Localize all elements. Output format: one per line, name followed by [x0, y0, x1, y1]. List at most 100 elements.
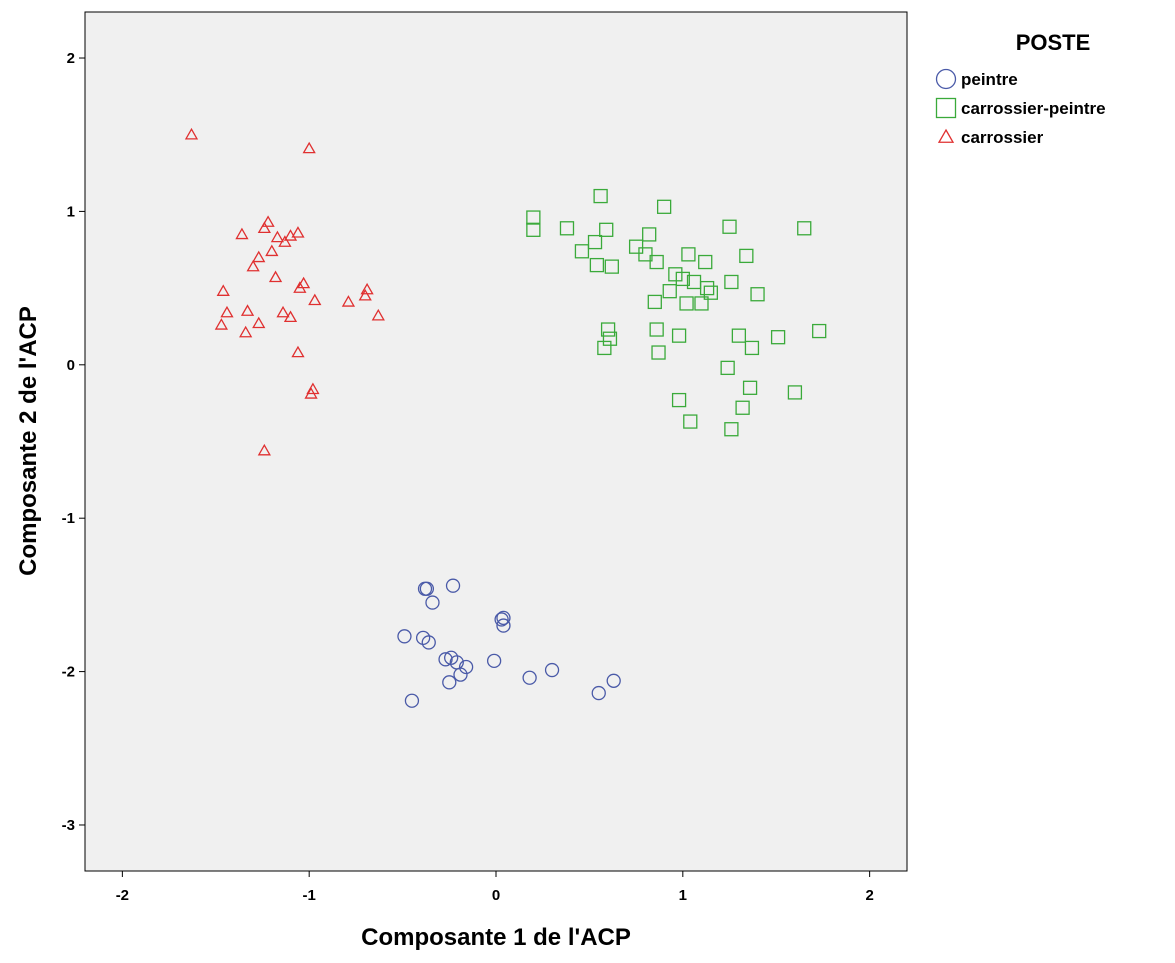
- data-point: [698, 254, 713, 270]
- x-axis: -2 -1 0 1 2: [116, 871, 874, 904]
- data-point: [589, 257, 605, 273]
- data-point: [252, 316, 266, 329]
- data-point: [220, 305, 234, 318]
- data-point: [526, 210, 541, 225]
- data-point: [358, 288, 372, 301]
- data-point: [587, 234, 603, 250]
- data-point: [304, 387, 318, 399]
- data-point: [739, 248, 754, 264]
- data-point: [602, 331, 618, 346]
- data-point: [787, 385, 803, 400]
- data-point: [812, 323, 827, 339]
- data-point: [371, 308, 385, 321]
- data-point: [425, 595, 440, 610]
- data-point: [296, 276, 311, 289]
- data-point: [257, 443, 271, 456]
- y-tick-label: -3: [62, 817, 75, 834]
- data-point: [239, 325, 253, 338]
- data-point: [496, 618, 511, 633]
- data-point: [291, 226, 305, 238]
- data-point: [421, 635, 436, 650]
- data-point: [606, 673, 621, 688]
- data-point: [265, 244, 279, 257]
- data-point: [699, 280, 715, 296]
- data-point: [283, 310, 298, 323]
- data-point: [724, 274, 739, 290]
- x-tick-label: 2: [865, 887, 873, 904]
- data-point: [214, 318, 228, 330]
- legend-marker-circle: [935, 68, 957, 90]
- x-tick-label: 0: [492, 887, 500, 904]
- data-point: [675, 271, 690, 287]
- y-tick-label: 0: [67, 357, 75, 374]
- data-point: [184, 127, 199, 140]
- data-point: [306, 382, 320, 395]
- data-point: [694, 296, 709, 311]
- data-point: [591, 685, 606, 701]
- data-point: [679, 296, 694, 311]
- data-point: [522, 670, 537, 685]
- x-tick-label: -1: [303, 887, 316, 904]
- data-point: [642, 227, 657, 242]
- data-point: [742, 380, 758, 395]
- data-point: [735, 400, 750, 415]
- data-point: [240, 304, 255, 316]
- data-point: [656, 199, 672, 214]
- data-point: [270, 230, 285, 243]
- data-point: [252, 250, 266, 263]
- x-tick-label: -2: [116, 887, 129, 904]
- data-point: [442, 675, 457, 690]
- data-point: [276, 305, 290, 318]
- data-point: [604, 259, 619, 274]
- data-point: [722, 219, 737, 234]
- data-point: [647, 294, 662, 310]
- x-axis-title: Composante 1 de l'ACP: [361, 924, 631, 951]
- data-point: [744, 340, 760, 356]
- data-point: [703, 285, 718, 300]
- data-point: [216, 284, 230, 296]
- data-point: [302, 141, 316, 154]
- legend-label: carrossier-peintre: [961, 99, 1106, 118]
- data-point: [593, 188, 608, 204]
- legend-label: peintre: [961, 70, 1018, 89]
- data-point: [261, 215, 275, 227]
- data-point: [445, 578, 461, 593]
- data-point: [671, 392, 687, 408]
- data-point: [308, 293, 322, 306]
- legend-title: POSTE: [1016, 30, 1091, 55]
- data-point: [668, 267, 683, 282]
- data-point: [681, 247, 696, 262]
- legend: POSTE peintre carrossier-peintre carrossie…: [935, 30, 1106, 147]
- data-point: [458, 659, 474, 675]
- series-carrossier-peintre: [526, 188, 827, 437]
- data-point: [544, 662, 560, 678]
- data-point: [731, 328, 747, 343]
- data-point: [574, 244, 590, 259]
- y-axis-title: Composante 2 de l'ACP: [15, 306, 42, 576]
- data-point: [671, 328, 687, 343]
- series-carrossier: [184, 127, 385, 456]
- data-point: [341, 295, 356, 307]
- data-point: [628, 239, 644, 254]
- data-point: [291, 345, 305, 358]
- data-point: [649, 322, 664, 337]
- data-point: [651, 345, 666, 360]
- data-point: [638, 247, 653, 262]
- y-tick-label: 1: [67, 203, 75, 220]
- legend-marker-square: [935, 97, 957, 119]
- data-point: [257, 221, 271, 234]
- data-point: [278, 235, 292, 247]
- data-point: [600, 322, 616, 337]
- data-point: [494, 612, 509, 627]
- data-point: [496, 610, 511, 626]
- plot-area: [84, 11, 908, 872]
- data-point: [438, 652, 453, 667]
- y-axis: -3 -2 -1 0 1 2: [62, 50, 85, 834]
- data-point: [797, 221, 812, 236]
- data-point: [404, 693, 420, 708]
- data-point: [453, 667, 468, 682]
- data-point: [246, 259, 260, 272]
- data-point: [397, 629, 412, 644]
- legend-marker-triangle: [937, 128, 955, 143]
- data-point: [662, 284, 677, 299]
